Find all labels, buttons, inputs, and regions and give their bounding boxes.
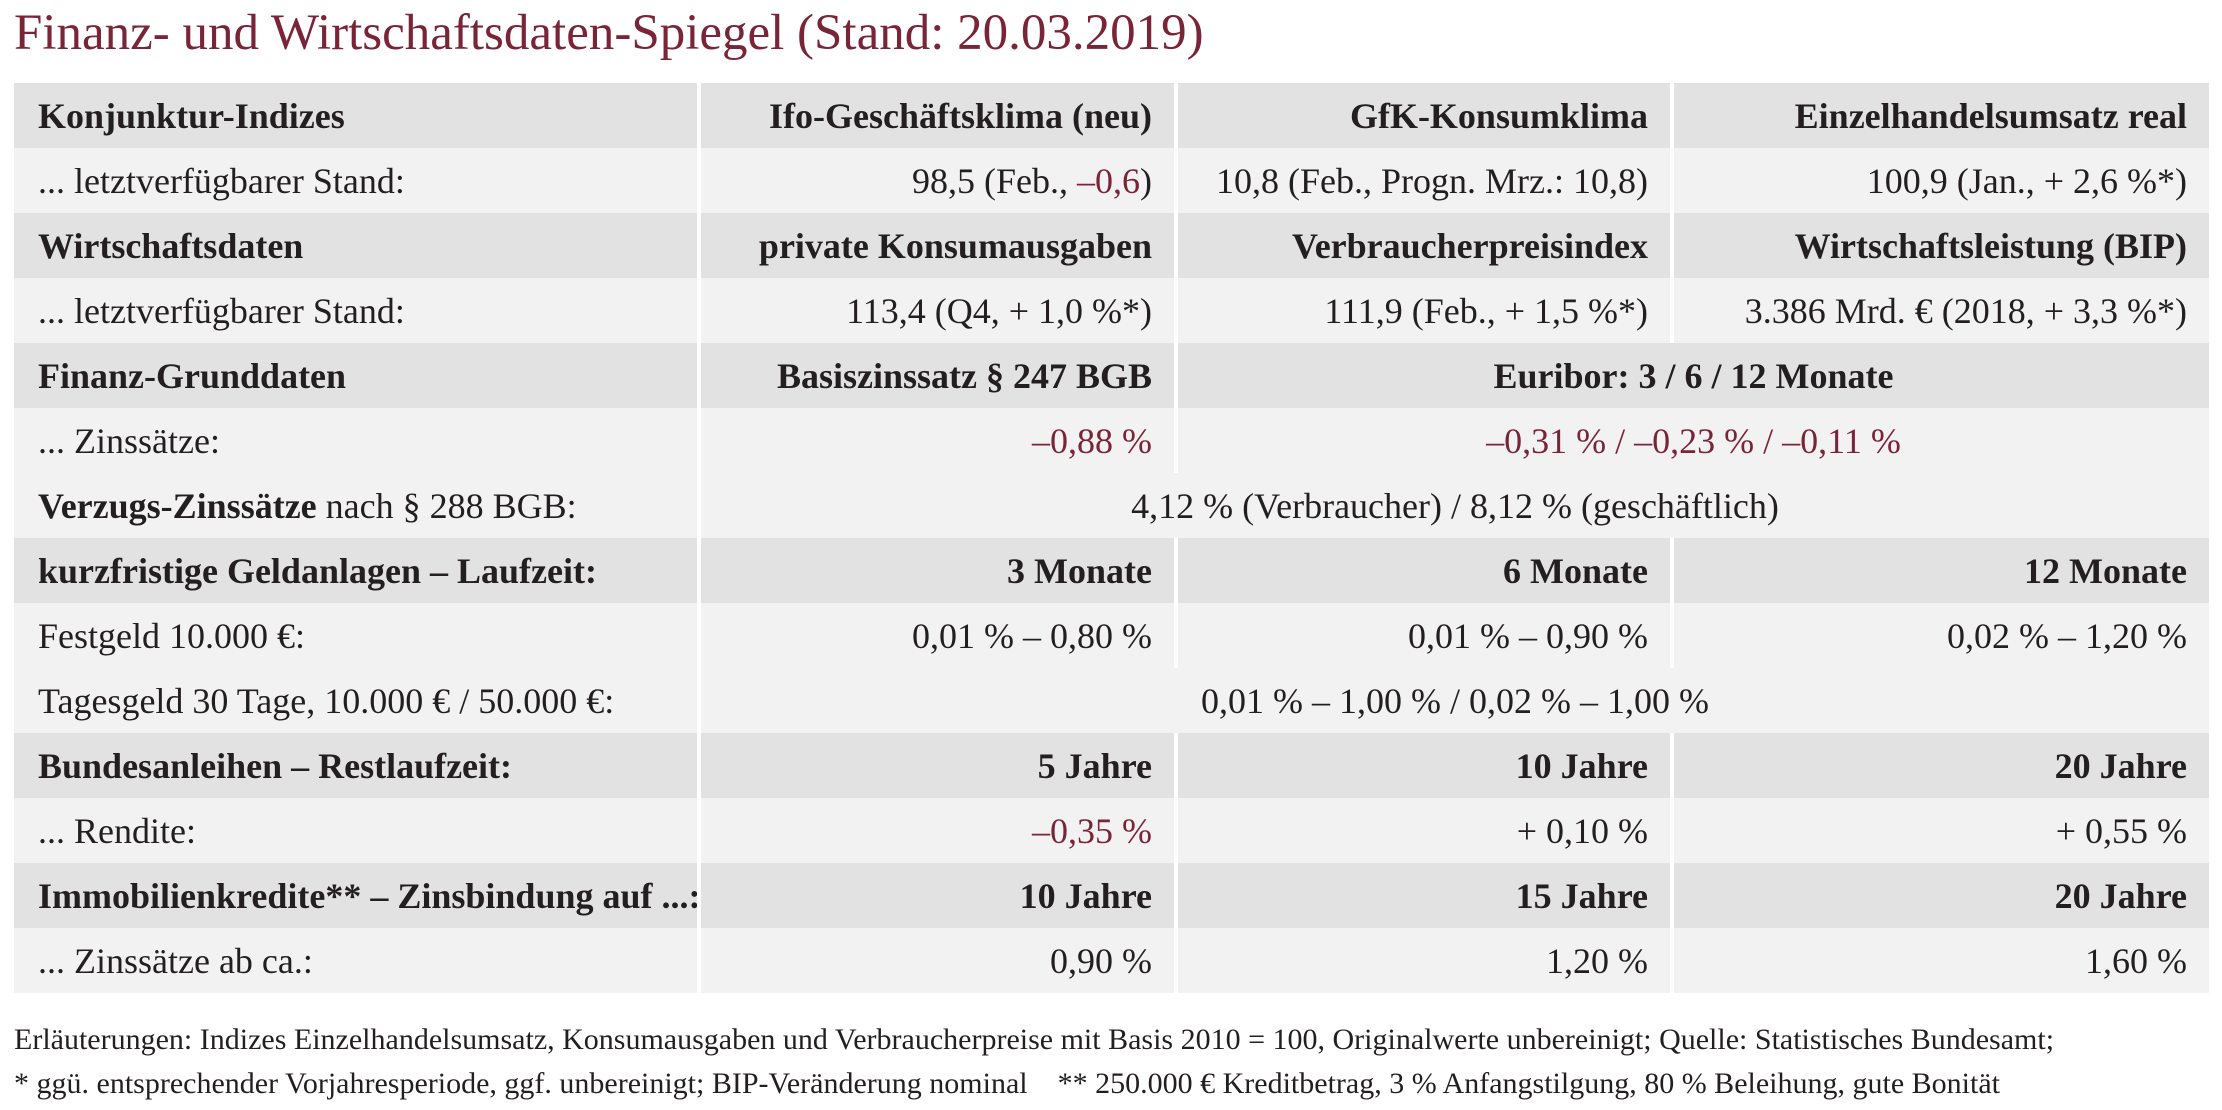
value-text: ) — [1140, 160, 1152, 201]
row-label: Verzugs-Zinssätze nach § 288 BGB: — [14, 473, 699, 538]
column-header: 6 Monate — [1174, 538, 1672, 603]
column-header: 5 Jahre — [697, 733, 1176, 798]
table-row: Wirtschaftsdaten private Konsumausgaben … — [14, 213, 2209, 278]
table-row: ... letztverfügbarer Stand: 98,5 (Feb., … — [14, 148, 2209, 213]
table-cell: 100,9 (Jan., + 2,6 %*) — [1670, 148, 2209, 213]
table-cell: 0,90 % — [697, 928, 1176, 993]
row-label: ... Zinssätze: — [14, 408, 699, 473]
table-row: kurzfristige Geldanlagen – Laufzeit: 3 M… — [14, 538, 2209, 603]
row-label-bold: Verzugs-Zinssätze — [38, 485, 317, 526]
table-cell: 0,01 % – 0,80 % — [697, 603, 1176, 668]
table-row: Konjunktur-Indizes Ifo-Geschäftsklima (n… — [14, 83, 2209, 148]
table-row: Festgeld 10.000 €: 0,01 % – 0,80 % 0,01 … — [14, 603, 2209, 668]
finance-data-table: Konjunktur-Indizes Ifo-Geschäftsklima (n… — [14, 83, 2209, 993]
table-row: ... Zinssätze ab ca.: 0,90 % 1,20 % 1,60… — [14, 928, 2209, 993]
column-header: GfK-Konsumklima — [1174, 83, 1672, 148]
table-cell: 111,9 (Feb., + 1,5 %*) — [1174, 278, 1672, 343]
negative-value: –0,31 % / –0,23 % / –0,11 % — [1174, 408, 2209, 473]
table-cell: 10,8 (Feb., Progn. Mrz.: 10,8) — [1174, 148, 1672, 213]
table-row: Bundesanleihen – Restlaufzeit: 5 Jahre 1… — [14, 733, 2209, 798]
table-cell: 4,12 % (Verbraucher) / 8,12 % (geschäftl… — [697, 473, 2209, 538]
row-label: Tagesgeld 30 Tage, 10.000 € / 50.000 €: — [14, 668, 699, 733]
column-header: 10 Jahre — [1174, 733, 1672, 798]
column-header: Wirtschaftsleistung (BIP) — [1670, 213, 2209, 278]
table-cell: 98,5 (Feb., –0,6) — [697, 148, 1176, 213]
column-header: Basiszinssatz § 247 BGB — [697, 343, 1176, 408]
negative-value: –0,6 — [1077, 160, 1140, 201]
row-label: Bundesanleihen – Restlaufzeit: — [14, 733, 699, 798]
negative-value: –0,35 % — [697, 798, 1176, 863]
row-label: kurzfristige Geldanlagen – Laufzeit: — [14, 538, 699, 603]
row-label: ... Rendite: — [14, 798, 699, 863]
footnote-line: Erläuterungen: Indizes Einzelhandelsumsa… — [14, 1023, 2055, 1056]
column-header: private Konsumausgaben — [697, 213, 1176, 278]
table-cell: 1,60 % — [1670, 928, 2209, 993]
column-header: Euribor: 3 / 6 / 12 Monate — [1174, 343, 2209, 408]
column-header: 15 Jahre — [1174, 863, 1672, 928]
table-row: Finanz-Grunddaten Basiszinssatz § 247 BG… — [14, 343, 2209, 408]
column-header: 12 Monate — [1670, 538, 2209, 603]
table-row: Verzugs-Zinssätze nach § 288 BGB: 4,12 %… — [14, 473, 2209, 538]
footnote-line: * ggü. entsprechender Vorjahresperiode, … — [14, 1067, 2000, 1100]
table-cell: 0,01 % – 1,00 % / 0,02 % – 1,00 % — [697, 668, 2209, 733]
table-cell: 113,4 (Q4, + 1,0 %*) — [697, 278, 1176, 343]
column-header: 20 Jahre — [1670, 863, 2209, 928]
table-cell: 1,20 % — [1174, 928, 1672, 993]
row-label: Wirtschaftsdaten — [14, 213, 699, 278]
column-header: 20 Jahre — [1670, 733, 2209, 798]
negative-value: –0,88 % — [697, 408, 1176, 473]
table-row: ... Zinssätze: –0,88 % –0,31 % / –0,23 %… — [14, 408, 2209, 473]
page-title: Finanz- und Wirtschaftsdaten-Spiegel (St… — [14, 5, 1204, 61]
column-header: 10 Jahre — [697, 863, 1176, 928]
row-label: Festgeld 10.000 €: — [14, 603, 699, 668]
table-row: ... Rendite: –0,35 % + 0,10 % + 0,55 % — [14, 798, 2209, 863]
column-header: Ifo-Geschäftsklima (neu) — [697, 83, 1176, 148]
column-header: Einzelhandelsumsatz real — [1670, 83, 2209, 148]
table-cell: 0,01 % – 0,90 % — [1174, 603, 1672, 668]
row-label: Immobilienkredite** – Zinsbindung auf ..… — [14, 863, 699, 928]
row-label: ... letztverfügbarer Stand: — [14, 148, 699, 213]
value-text: 98,5 (Feb., — [912, 160, 1068, 201]
table-cell: + 0,10 % — [1174, 798, 1672, 863]
row-label: Konjunktur-Indizes — [14, 83, 699, 148]
column-header: 3 Monate — [697, 538, 1176, 603]
row-label: Finanz-Grunddaten — [14, 343, 699, 408]
row-label-rest: nach § 288 BGB: — [325, 485, 577, 526]
row-label: ... Zinssätze ab ca.: — [14, 928, 699, 993]
row-label: ... letztverfügbarer Stand: — [14, 278, 699, 343]
table-cell: + 0,55 % — [1670, 798, 2209, 863]
footnotes: Erläuterungen: Indizes Einzelhandelsumsa… — [14, 1018, 2054, 1106]
column-header: Verbraucherpreisindex — [1174, 213, 1672, 278]
table-cell: 3.386 Mrd. € (2018, + 3,3 %*) — [1670, 278, 2209, 343]
table-row: Tagesgeld 30 Tage, 10.000 € / 50.000 €: … — [14, 668, 2209, 733]
table-row: Immobilienkredite** – Zinsbindung auf ..… — [14, 863, 2209, 928]
table-cell: 0,02 % – 1,20 % — [1670, 603, 2209, 668]
table-row: ... letztverfügbarer Stand: 113,4 (Q4, +… — [14, 278, 2209, 343]
